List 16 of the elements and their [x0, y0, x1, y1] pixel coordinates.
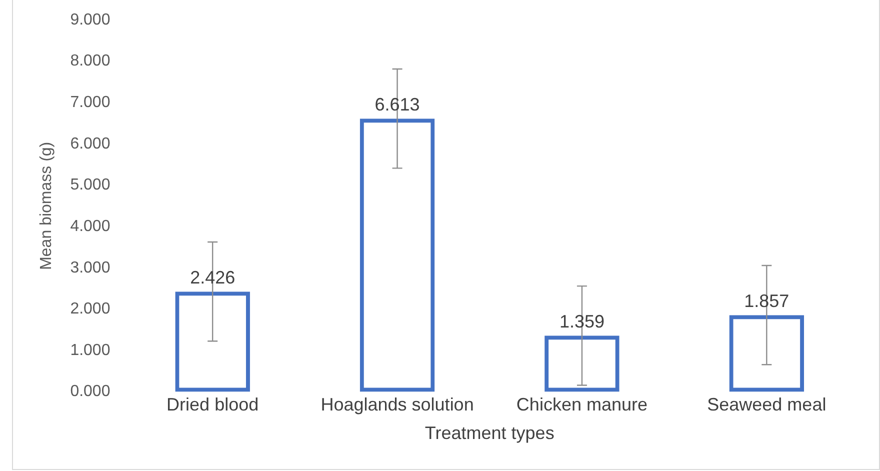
y-tick-label: 4.000	[70, 218, 110, 235]
x-tick-label: Hoaglands solution	[320, 394, 474, 415]
y-tick-label: 3.000	[70, 259, 110, 276]
y-tick-label: 8.000	[70, 52, 110, 70]
y-tick-label: 0.000	[70, 383, 110, 400]
x-tick-label: Dried blood	[166, 394, 259, 415]
y-axis-title: Mean biomass (g)	[38, 142, 56, 270]
y-tick-label: 2.000	[70, 300, 110, 318]
y-tick-label: 1.000	[70, 342, 110, 359]
x-tick-label: Chicken manure	[516, 394, 648, 415]
y-tick-label: 9.000	[70, 11, 110, 28]
y-tick-label: 5.000	[70, 176, 110, 194]
y-tick-label: 7.000	[70, 94, 110, 112]
x-tick-label: Seaweed meal	[707, 394, 826, 415]
x-axis-title: Treatment types	[424, 423, 554, 444]
y-tick-label: 6.000	[70, 135, 110, 152]
